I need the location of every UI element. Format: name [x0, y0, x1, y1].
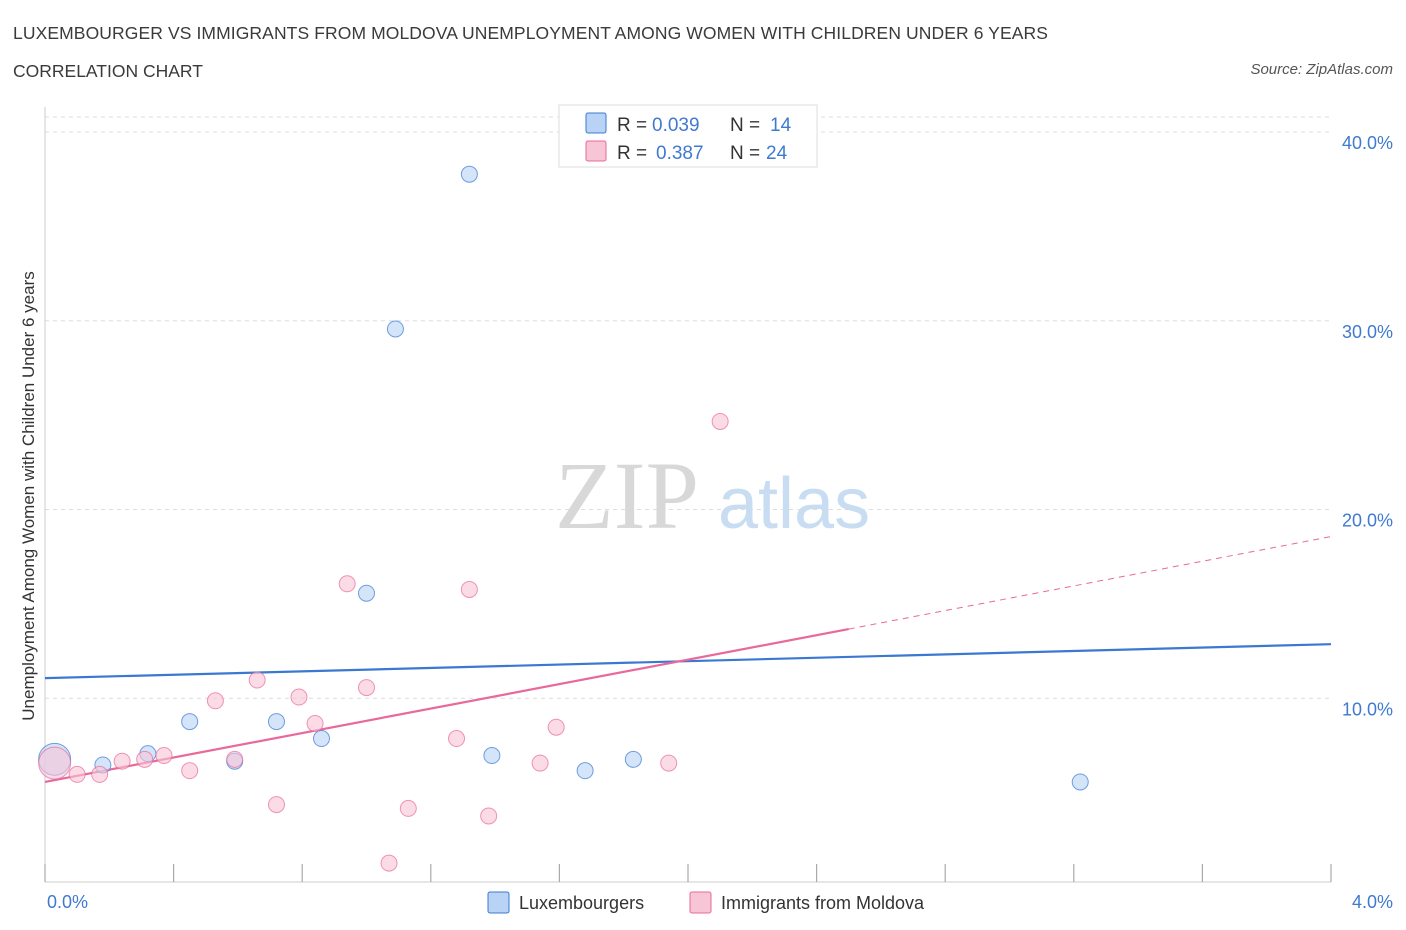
- legend-label-luxembourgers: Luxembourgers: [519, 893, 644, 913]
- point-moldova: [380, 854, 398, 872]
- point-moldova: [68, 765, 86, 783]
- y-tick-label: 10.0%: [1342, 699, 1393, 719]
- stats-r-label-moldova: R =: [617, 143, 647, 164]
- stats-n-moldova: 24: [766, 143, 788, 164]
- stats-n-luxembourgers: 14: [770, 115, 792, 136]
- point-luxembourgers: [181, 713, 199, 731]
- point-luxembourgers: [386, 320, 404, 338]
- point-moldova: [155, 747, 173, 765]
- point-luxembourgers: [624, 750, 642, 768]
- point-moldova: [226, 750, 244, 768]
- point-moldova: [113, 752, 131, 770]
- stats-r-luxembourgers: 0.039: [652, 115, 700, 136]
- point-moldova: [91, 765, 109, 783]
- watermark-zip: ZIP: [555, 442, 699, 549]
- point-luxembourgers: [358, 584, 375, 602]
- legend-swatch-luxembourgers: [487, 891, 510, 914]
- point-moldova: [290, 688, 308, 706]
- point-moldova: [660, 754, 678, 772]
- trend-extension-moldova: [848, 536, 1332, 630]
- point-moldova: [448, 730, 466, 748]
- ticks-layer: 10.0% 20.0% 30.0% 40.0% 0.0% 4.0%: [47, 133, 1393, 912]
- point-moldova: [358, 679, 375, 697]
- point-moldova: [480, 807, 498, 825]
- points-layer: [38, 165, 1089, 872]
- point-luxembourgers: [267, 713, 285, 731]
- stats-swatch-moldova: [585, 140, 607, 162]
- stats-swatch-luxembourgers: [585, 112, 607, 134]
- watermark: ZIP atlas: [555, 442, 870, 549]
- grid-layer: [45, 116, 1331, 699]
- stats-legend: R = 0.039 N = 14 R = 0.387 N = 24: [558, 104, 818, 168]
- point-luxembourgers: [312, 730, 330, 748]
- trend-line-luxembourgers: [44, 643, 1332, 680]
- chart-title: LUXEMBOURGER VS IMMIGRANTS FROM MOLDOVA …: [13, 23, 1049, 43]
- x-tick-label: 0.0%: [47, 892, 88, 912]
- point-moldova: [136, 750, 154, 768]
- axes-layer: [44, 107, 1332, 883]
- stats-r-label-luxembourgers: R =: [617, 115, 647, 136]
- y-tick-label: 20.0%: [1342, 511, 1393, 531]
- legend-label-moldova: Immigrants from Moldova: [721, 893, 925, 913]
- watermark-atlas: atlas: [718, 464, 870, 544]
- point-luxembourgers: [576, 762, 594, 780]
- chart-subtitle: CORRELATION CHART: [13, 61, 203, 81]
- point-moldova: [338, 575, 356, 593]
- point-moldova: [306, 714, 324, 732]
- point-moldova: [248, 671, 266, 689]
- trend-line-moldova: [44, 627, 849, 784]
- legend-swatch-moldova: [689, 891, 712, 914]
- point-luxembourgers: [483, 747, 501, 765]
- point-moldova: [206, 692, 224, 710]
- bottom-legend: Luxembourgers Immigrants from Moldova: [487, 891, 925, 914]
- point-luxembourgers: [1071, 773, 1089, 791]
- point-moldova: [38, 746, 72, 780]
- point-moldova: [547, 718, 565, 736]
- point-moldova: [267, 796, 285, 814]
- point-moldova: [711, 412, 729, 430]
- trend-layer: [44, 536, 1332, 784]
- point-moldova: [460, 580, 478, 598]
- stats-r-moldova: 0.387: [656, 143, 704, 164]
- point-moldova: [531, 754, 549, 772]
- x-tick-label: 4.0%: [1352, 892, 1393, 912]
- point-moldova: [181, 762, 199, 780]
- y-tick-label: 30.0%: [1342, 322, 1393, 342]
- point-luxembourgers: [460, 165, 478, 183]
- stats-n-label-luxembourgers: N =: [730, 115, 760, 136]
- stats-n-label-moldova: N =: [730, 143, 760, 164]
- y-axis-label: Unemployment Among Women with Children U…: [19, 271, 38, 720]
- source-label: Source: ZipAtlas.com: [1250, 61, 1393, 78]
- y-tick-label: 40.0%: [1342, 133, 1393, 153]
- point-moldova: [399, 799, 417, 817]
